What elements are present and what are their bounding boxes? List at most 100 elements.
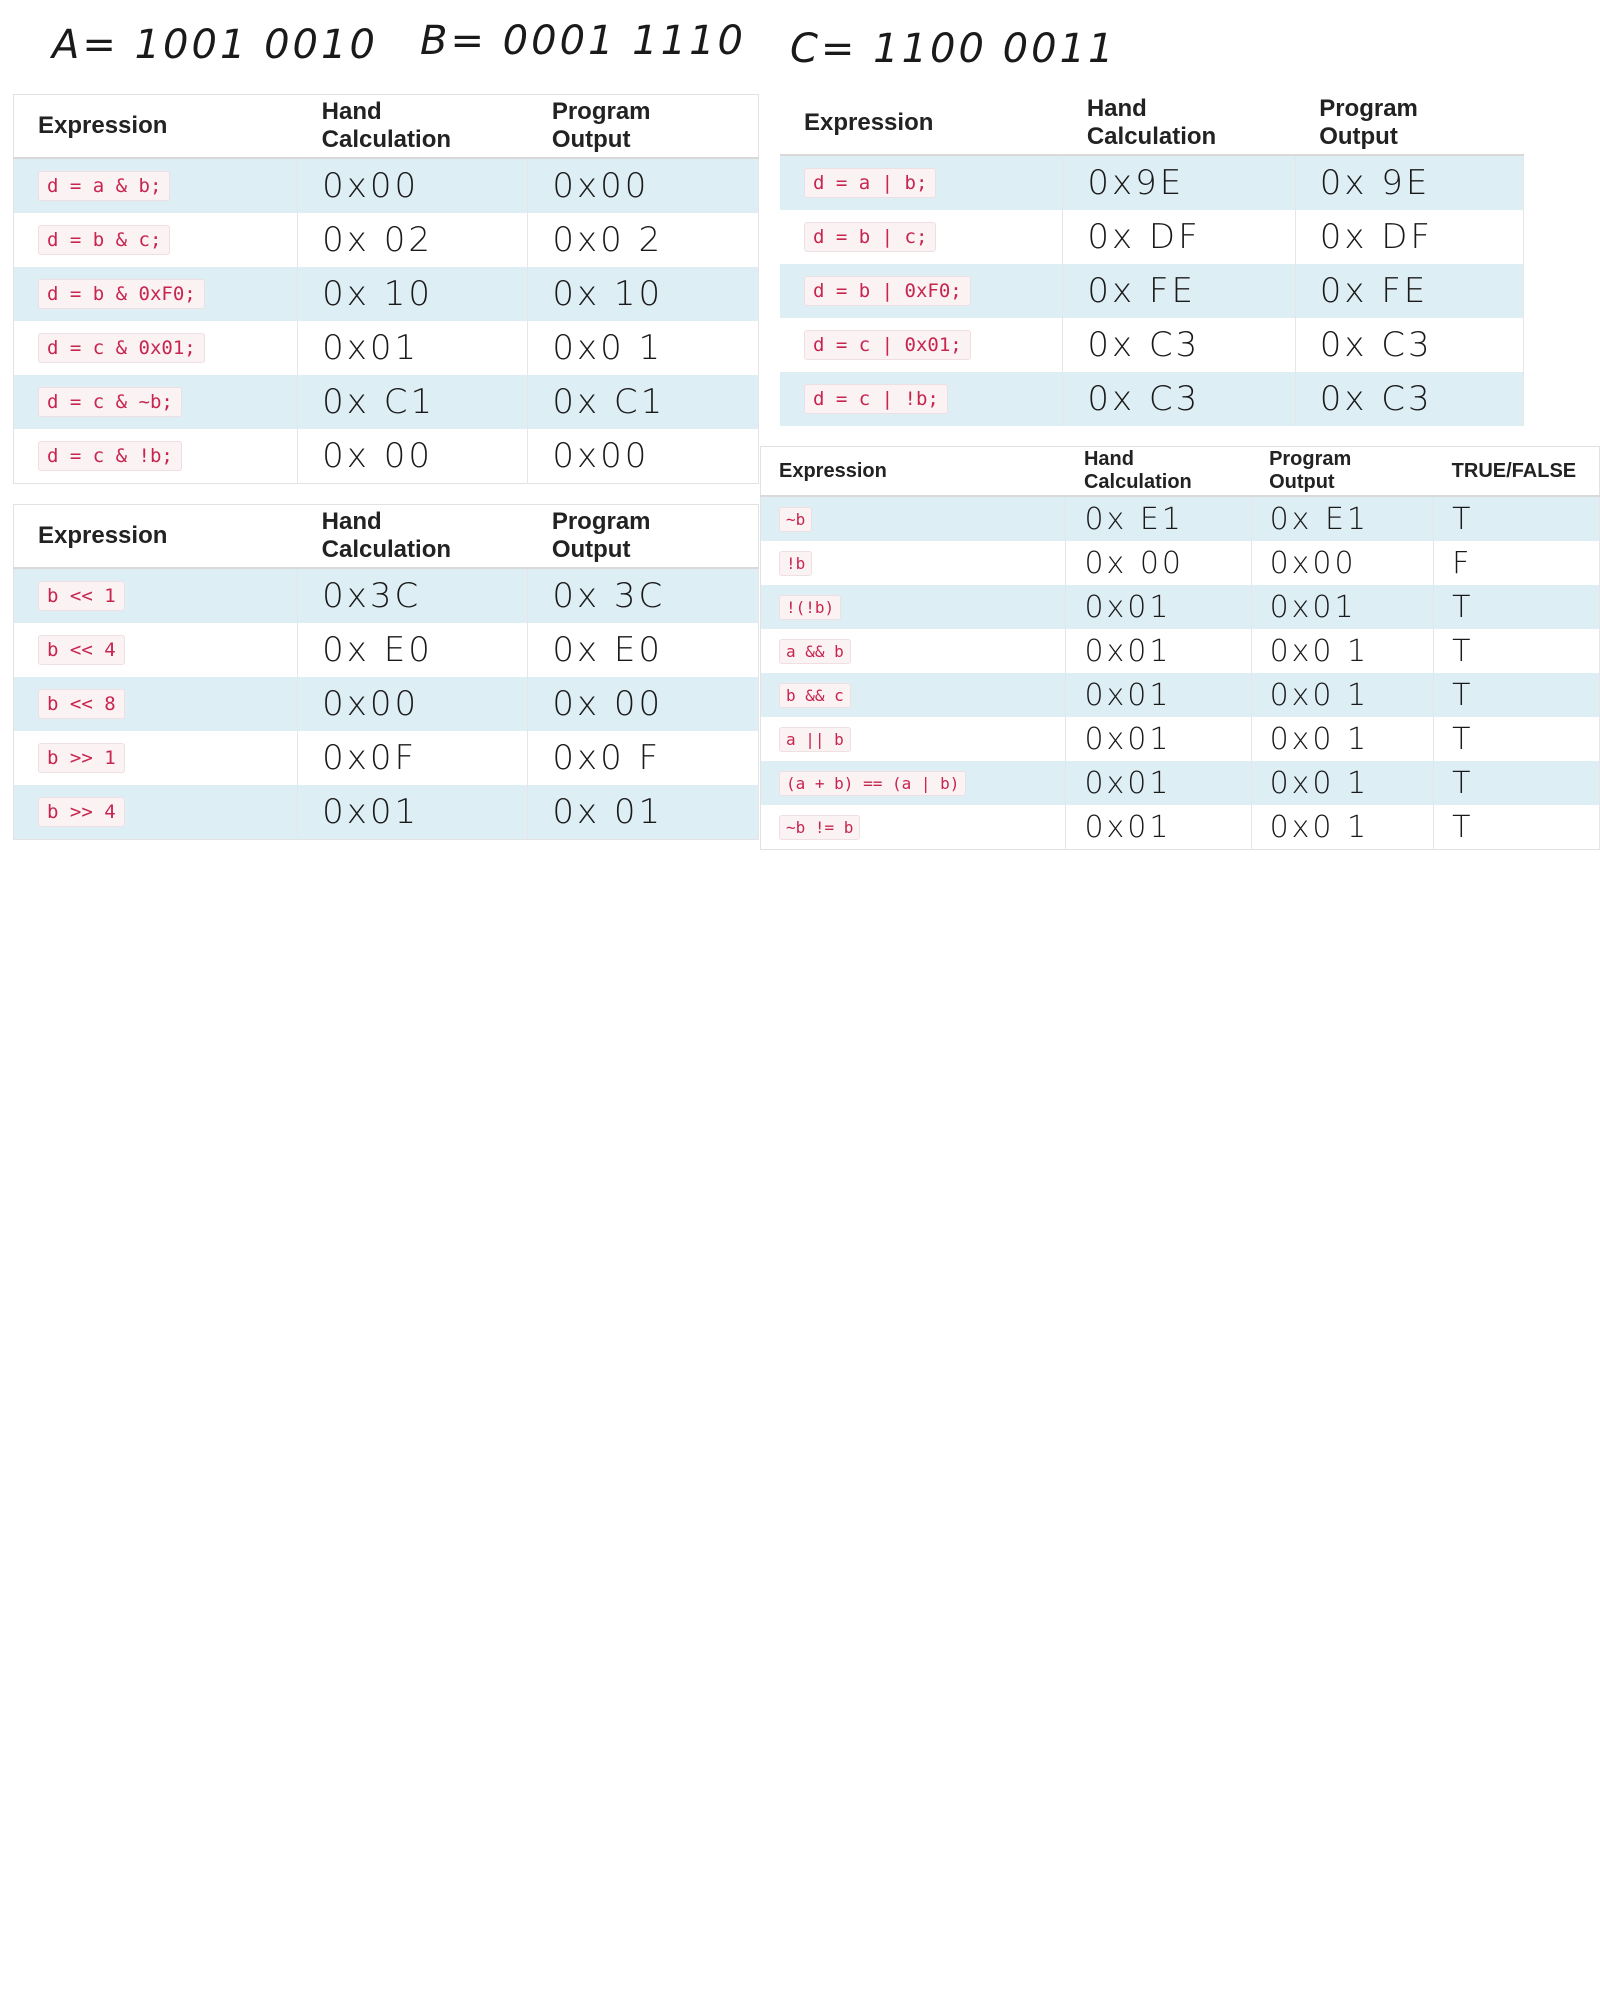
hand-value: 0x01 [297, 321, 529, 375]
program-value: 0x00 [1251, 541, 1435, 585]
hand-value: 0x01 [1065, 805, 1252, 850]
expression-code: b << 1 [38, 581, 125, 611]
program-value: 0x0 1 [1251, 673, 1435, 717]
col-expression: Expression [780, 92, 1063, 156]
program-value: 0x E0 [527, 623, 759, 677]
hand-value: 0x01 [1065, 717, 1252, 761]
true-false-value: T [1433, 717, 1600, 761]
hand-value: 0x E1 [1065, 496, 1252, 541]
table-row: d = c & 0x01; 0x01 0x0 1 [13, 321, 759, 375]
hand-value: 0x3C [297, 568, 529, 623]
table-row: b >> 4 0x01 0x 01 [13, 785, 759, 840]
or-table-header: Expression Hand Calculation Program Outp… [780, 92, 1524, 156]
table-row: (a + b) == (a | b) 0x01 0x0 1 T [760, 761, 1600, 805]
program-value: 0x0 1 [1251, 761, 1435, 805]
expression-code: d = c & 0x01; [38, 333, 205, 363]
expression-code: d = b | 0xF0; [804, 276, 971, 306]
program-value: 0x01 [1251, 585, 1435, 629]
table-row: ~b 0x E1 0x E1 T [760, 496, 1600, 541]
table-row: d = c & ~b; 0x C1 0x C1 [13, 375, 759, 429]
col-hand-calculation: Hand Calculation [1062, 92, 1296, 156]
shift-table-header: Expression Hand Calculation Program Outp… [13, 504, 759, 569]
and-table-header: Expression Hand Calculation Program Outp… [13, 94, 759, 159]
col-expression: Expression [760, 446, 1066, 497]
logic-table-header: Expression Hand Calculation Program Outp… [760, 446, 1600, 497]
program-value: 0x 01 [527, 785, 759, 840]
hand-value: 0x C3 [1062, 372, 1296, 426]
program-value: 0x 10 [527, 267, 759, 321]
true-false-value: T [1433, 761, 1600, 805]
hand-value: 0x01 [297, 785, 529, 840]
hand-value: 0x 00 [297, 429, 529, 484]
table-row: d = a | b; 0x9E 0x 9E [780, 155, 1525, 210]
table-row: b << 4 0x E0 0x E0 [13, 623, 759, 677]
true-false-value: F [1433, 541, 1600, 585]
hand-value: 0x01 [1065, 585, 1252, 629]
expression-code: (a + b) == (a | b) [779, 770, 967, 796]
var-a: A= 1001 0010 [52, 22, 378, 68]
table-row: d = b & c; 0x 02 0x0 2 [13, 213, 759, 267]
expression-code: b << 4 [38, 635, 125, 665]
and-table: Expression Hand Calculation Program Outp… [13, 94, 759, 484]
hand-value: 0x DF [1062, 210, 1296, 264]
col-hand-calculation: Hand Calculation [1065, 446, 1252, 497]
var-c: C= 1100 0011 [790, 26, 1117, 72]
hand-value: 0x 02 [297, 213, 529, 267]
or-table: Expression Hand Calculation Program Outp… [780, 92, 1525, 426]
expression-code: b >> 4 [38, 797, 125, 827]
program-value: 0x 9E [1295, 155, 1525, 210]
true-false-value: T [1433, 629, 1600, 673]
col-program-output: Program Output [527, 504, 759, 569]
program-value: 0x0 1 [527, 321, 759, 375]
table-row: d = c | !b; 0x C3 0x C3 [780, 372, 1525, 426]
program-value: 0x0 F [527, 731, 759, 785]
table-row: b && c 0x01 0x0 1 T [760, 673, 1600, 717]
hand-value: 0x01 [1065, 761, 1252, 805]
expression-code: b && c [779, 682, 851, 708]
table-row: ~b != b 0x01 0x0 1 T [760, 805, 1600, 850]
col-program-output: Program Output [1295, 92, 1524, 156]
table-row: a || b 0x01 0x0 1 T [760, 717, 1600, 761]
expression-code: d = b & c; [38, 225, 171, 255]
expression-code: d = c & ~b; [38, 387, 182, 417]
var-b: B= 0001 1110 [420, 18, 746, 64]
hand-value: 0x01 [1065, 629, 1252, 673]
hand-value: 0x C3 [1062, 318, 1296, 372]
true-false-value: T [1433, 805, 1600, 850]
program-value: 0x C3 [1295, 372, 1525, 426]
expression-code: d = c | 0x01; [804, 330, 971, 360]
expression-code: ~b [779, 506, 813, 532]
program-value: 0x0 1 [1251, 717, 1435, 761]
table-row: b >> 1 0x0F 0x0 F [13, 731, 759, 785]
col-expression: Expression [13, 94, 298, 159]
col-program-output: Program Output [527, 94, 759, 159]
expression-code: d = a & b; [38, 171, 171, 201]
program-value: 0x 00 [527, 677, 759, 731]
program-value: 0x E1 [1251, 496, 1435, 541]
col-hand-calculation: Hand Calculation [297, 504, 528, 569]
program-value: 0x FE [1295, 264, 1525, 318]
col-true-false: TRUE/FALSE [1433, 446, 1600, 497]
expression-code: b >> 1 [38, 743, 125, 773]
col-hand-calculation: Hand Calculation [297, 94, 528, 159]
true-false-value: T [1433, 585, 1600, 629]
hand-value: 0x FE [1062, 264, 1296, 318]
table-row: !(!b) 0x01 0x01 T [760, 585, 1600, 629]
expression-code: d = b | c; [804, 222, 937, 252]
program-value: 0x C1 [527, 375, 759, 429]
table-row: a && b 0x01 0x0 1 T [760, 629, 1600, 673]
hand-value: 0x0F [297, 731, 529, 785]
expression-code: !b [779, 550, 813, 576]
expression-code: d = a | b; [804, 168, 937, 198]
expression-code: b << 8 [38, 689, 125, 719]
program-value: 0x0 2 [527, 213, 759, 267]
program-value: 0x 3C [527, 568, 759, 623]
expression-code: d = c & !b; [38, 441, 182, 471]
col-program-output: Program Output [1251, 446, 1434, 497]
table-row: d = b | 0xF0; 0x FE 0x FE [780, 264, 1525, 318]
hand-value: 0x 10 [297, 267, 529, 321]
hand-value: 0x00 [297, 158, 529, 213]
shift-table: Expression Hand Calculation Program Outp… [13, 504, 759, 840]
expression-code: a || b [779, 726, 851, 752]
true-false-value: T [1433, 673, 1600, 717]
